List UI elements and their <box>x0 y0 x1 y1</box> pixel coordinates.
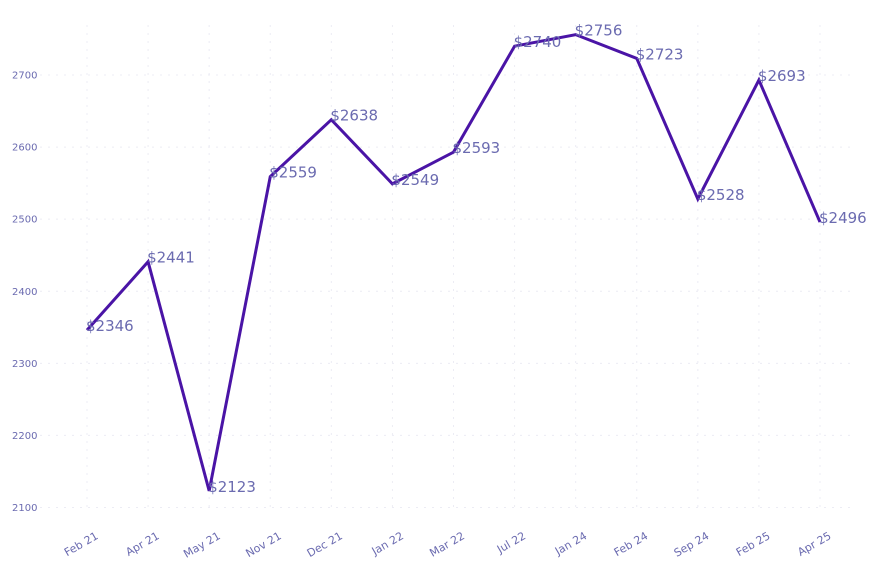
x-tick-label: Mar 22 <box>427 529 467 559</box>
x-tick-label: Jan 22 <box>369 529 406 558</box>
x-tick-label: Nov 21 <box>244 529 284 560</box>
y-tick-label: 2400 <box>12 287 37 298</box>
x-tick-label: Jul 22 <box>494 529 528 556</box>
data-label: $2496 <box>819 209 867 227</box>
y-axis: 2100 2200 2300 2400 2500 2600 2700 <box>12 71 37 514</box>
data-label: $2549 <box>391 171 439 189</box>
data-label: $2559 <box>269 164 317 182</box>
y-tick-label: 2700 <box>12 71 37 82</box>
series-layer <box>85 33 822 492</box>
data-label: $2528 <box>697 186 745 204</box>
y-tick-label: 2100 <box>12 503 37 514</box>
x-tick-label: Feb 25 <box>734 529 773 559</box>
y-tick-label: 2600 <box>12 143 37 154</box>
y-tick-label: 2500 <box>12 215 37 226</box>
x-tick-label: Dec 21 <box>305 529 345 560</box>
y-tick-label: 2200 <box>12 431 37 442</box>
data-label: $2723 <box>636 45 684 63</box>
x-tick-label: May 21 <box>181 529 222 560</box>
series-line <box>85 33 822 492</box>
data-label: $2123 <box>208 478 256 496</box>
data-label: $2346 <box>86 317 134 335</box>
x-tick-label: Sep 24 <box>672 529 712 559</box>
data-label: $2756 <box>575 22 623 40</box>
data-label: $2441 <box>147 249 195 267</box>
grid-layer <box>40 25 850 512</box>
data-label: $2693 <box>758 67 806 85</box>
x-tick-label: Feb 21 <box>62 529 101 559</box>
x-tick-label: Feb 24 <box>612 529 651 559</box>
data-label: $2593 <box>452 139 500 157</box>
data-label: $2740 <box>514 33 562 51</box>
data-label-layer: $2346 $2441 $2123 $2559 $2638 $2549 $2593 $2740… <box>86 22 867 496</box>
data-label: $2638 <box>330 107 378 125</box>
x-tick-label: Apr 25 <box>795 529 833 559</box>
x-tick-label: Apr 21 <box>123 529 161 559</box>
x-tick-label: Jan 24 <box>552 529 589 558</box>
x-axis: Feb 21 Apr 21 May 21 Nov 21 Dec 21 Jan 22 Mar … <box>62 529 834 560</box>
y-tick-label: 2300 <box>12 359 37 370</box>
